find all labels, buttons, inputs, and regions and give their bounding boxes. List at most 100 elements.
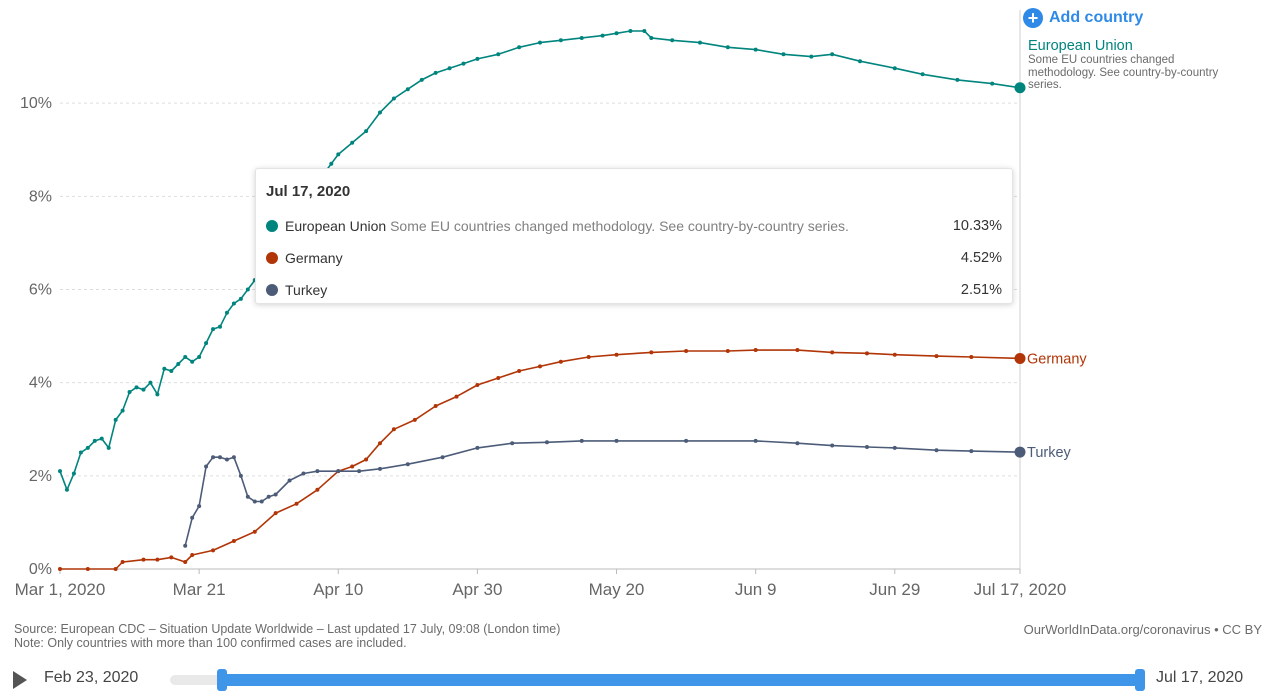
data-point [830,443,835,448]
data-point [92,438,97,443]
data-point [224,457,229,462]
data-point [391,96,396,101]
data-point [301,471,306,476]
data-point [934,448,939,453]
data-point [544,440,549,445]
data-point [211,327,216,332]
data-point [127,389,132,394]
data-point [391,427,396,432]
data-point [433,403,438,408]
data-point [120,560,125,565]
data-point [461,61,466,66]
data-point [670,38,675,43]
timeline-start-handle[interactable] [217,669,227,691]
data-point [211,548,216,553]
series-color-dot [266,252,278,264]
data-point [197,504,202,509]
tooltip-date: Jul 17, 2020 [266,183,351,200]
data-point [141,387,146,392]
data-point [120,408,125,413]
data-point [183,355,188,360]
data-point [218,455,222,460]
data-point [266,494,271,499]
data-point [496,376,501,381]
data-point [642,28,647,33]
data-point [684,438,689,443]
data-point [725,348,730,353]
data-point [211,455,216,460]
y-tick-label: 6% [29,282,52,299]
data-point [190,359,195,364]
data-point [558,359,563,364]
credit-link[interactable]: OurWorldInData.org/coronavirus • CC BY [1023,622,1262,637]
data-point [204,341,209,346]
data-point [614,352,619,357]
timeline: Feb 23, 2020 Jul 17, 2020 [0,666,1270,694]
data-point [586,355,591,360]
data-point [58,469,62,474]
source-note: Source: European CDC – Situation Update … [14,622,560,650]
data-point [649,350,654,355]
series-end-label: Germany [1027,351,1087,367]
data-point [517,45,522,50]
data-point [579,35,584,40]
data-point [454,394,459,399]
data-point [64,487,69,492]
data-point [155,557,160,562]
x-tick-label: Mar 1, 2020 [15,580,106,599]
data-point [106,445,111,450]
data-point [864,351,869,356]
data-point [830,52,835,57]
series-color-dot [266,284,278,296]
data-point [183,543,188,548]
data-point [517,369,522,374]
tooltip-series-name: Turkey [285,282,328,298]
data-point [134,385,139,390]
data-point [231,539,236,544]
data-point [496,52,501,57]
data-point [419,77,424,82]
data-point [231,301,236,306]
data-point [440,455,445,460]
data-point [169,555,174,560]
data-point [475,382,480,387]
data-point [684,348,689,353]
add-country-label: Add country [1049,9,1144,26]
data-point [350,464,355,469]
data-point [141,557,146,562]
add-country-button[interactable]: + Add country [1023,8,1143,28]
data-point [287,478,292,483]
x-tick-label: Mar 21 [173,580,226,599]
data-point [809,54,814,59]
eu-series-name: European Union [1028,38,1133,54]
data-point [969,355,974,360]
data-point [224,310,229,315]
timeline-end-handle[interactable] [1135,669,1145,691]
data-point [273,511,278,516]
y-tick-label: 10% [20,95,52,112]
play-icon[interactable] [13,671,27,689]
data-point [378,441,382,446]
data-point [378,110,382,115]
line-chart: 0% 2% 4% 6% 8% 10% Mar 1, 2020 Mar 21 Apr 10 Apr … [15,10,1087,599]
data-point [538,40,542,45]
data-point [245,287,250,292]
data-point [71,471,76,476]
data-point [614,31,619,36]
y-tick-label: 0% [29,561,52,578]
eu-series-label: European Union Some EU countries changed… [1028,38,1238,92]
data-point [113,417,118,422]
data-point [176,362,181,367]
data-point [238,296,243,301]
data-point [259,499,264,504]
data-point [781,52,786,57]
data-point [273,492,278,497]
data-point [58,567,62,571]
x-tick-label: Jun 29 [869,580,920,599]
data-point [85,567,90,571]
timeline-selected-range[interactable] [222,674,1142,686]
data-point [753,47,758,52]
data-point [475,56,480,61]
data-point [315,487,320,492]
data-point [329,161,334,166]
